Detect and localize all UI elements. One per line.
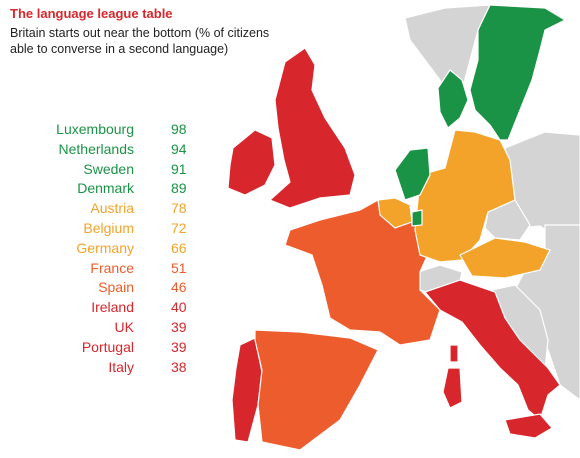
country-name: Ireland [91, 299, 134, 316]
country-percentage: 66 [171, 239, 187, 256]
sicily-shape [504, 413, 553, 439]
spain-shape [254, 329, 379, 451]
map-title: The language league table [10, 6, 173, 21]
lower-mid-countries [254, 199, 441, 451]
uk-shape [268, 47, 356, 209]
bottom-tier-countries [227, 47, 561, 443]
germany-shape [414, 129, 516, 263]
denmark-shape [437, 69, 469, 129]
country-percentage: 94 [171, 140, 187, 157]
luxembourg-shape [411, 209, 423, 227]
country-percentage: 51 [171, 259, 187, 276]
country-name: Portugal [81, 338, 134, 355]
country-name: Italy [108, 358, 134, 375]
league-row: Spain 46 [56, 278, 206, 298]
league-row: France 51 [56, 259, 206, 279]
corsica-shape [449, 344, 459, 363]
league-row: UK 39 [56, 318, 206, 338]
portugal-shape [231, 337, 263, 443]
league-row: Sweden 91 [56, 160, 206, 180]
country-percentage: 98 [171, 121, 187, 137]
country-name: Sweden [83, 160, 134, 177]
country-percentage: 89 [171, 180, 187, 197]
league-row: Austria 78 [56, 199, 206, 219]
league-row: Belgium 72 [56, 219, 206, 239]
league-row: Denmark 89 [56, 179, 206, 199]
map-subtitle: Britain starts out near the bottom (% of… [10, 26, 270, 56]
league-row: Portugal 39 [56, 338, 206, 358]
country-percentage: 91 [171, 160, 187, 177]
country-percentage: 46 [171, 279, 187, 296]
italy-shape [423, 279, 561, 422]
league-row: Ireland 40 [56, 298, 206, 318]
netherlands-shape [394, 147, 431, 201]
country-name: Belgium [83, 219, 134, 236]
country-name: Austria [90, 200, 134, 217]
country-percentage: 72 [171, 219, 187, 236]
country-percentage: 38 [171, 358, 187, 375]
league-row: Italy 38 [56, 358, 206, 378]
league-row: Netherlands 94 [56, 140, 206, 160]
country-name: Denmark [77, 180, 134, 197]
ireland-shape [227, 129, 276, 196]
country-name: France [90, 259, 134, 276]
country-name: UK [114, 318, 134, 335]
country-name: Netherlands [58, 140, 135, 157]
country-percentage: 40 [171, 299, 187, 316]
country-percentage: 39 [171, 338, 187, 355]
top-tier-countries [394, 4, 567, 227]
country-percentage: 39 [171, 318, 187, 335]
country-name: Spain [98, 279, 134, 296]
sardinia-shape [442, 367, 463, 409]
country-name: Luxembourg [56, 121, 134, 137]
country-name: Germany [76, 239, 134, 256]
league-row: Germany 66 [56, 239, 206, 259]
sweden-shape [469, 4, 567, 141]
league-table: Luxembourg 98 Netherlands 94 Sweden 91 Denmark… [56, 120, 206, 377]
league-row: Luxembourg 98 [56, 120, 206, 140]
austria-shape [459, 237, 551, 279]
country-percentage: 78 [171, 200, 187, 217]
upper-mid-countries [377, 129, 551, 279]
no-data-countries [404, 4, 580, 401]
